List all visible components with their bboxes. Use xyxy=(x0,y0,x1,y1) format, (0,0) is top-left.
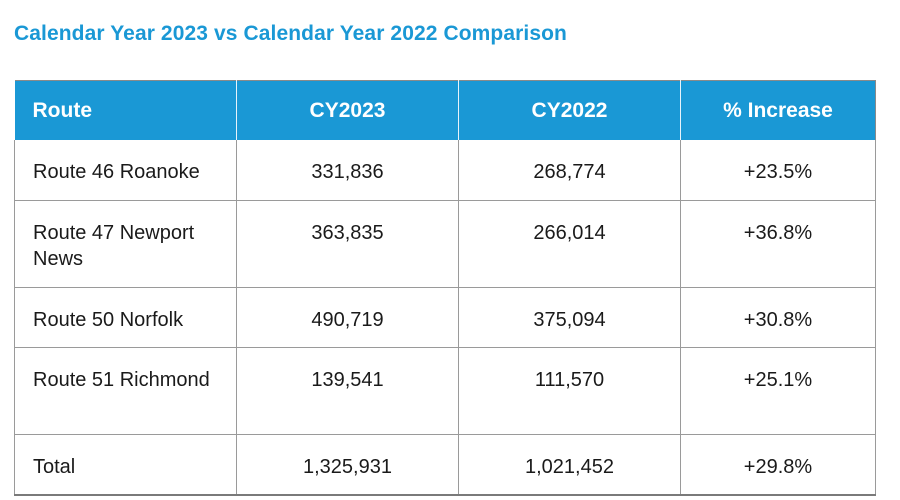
table-total-row: Total 1,325,931 1,021,452 +29.8% xyxy=(14,434,876,496)
cell-percent-increase: +36.8% xyxy=(680,200,876,288)
cell-cy2023: 1,325,931 xyxy=(236,434,459,496)
cell-cy2023: 331,836 xyxy=(236,140,459,201)
header-cy2022: CY2022 xyxy=(458,80,681,140)
table-header-row: Route CY2023 CY2022 % Increase xyxy=(14,80,876,140)
cell-cy2022: 111,570 xyxy=(458,347,681,435)
cell-percent-increase: +23.5% xyxy=(680,140,876,201)
cell-percent-increase: +29.8% xyxy=(680,434,876,496)
cell-cy2022: 266,014 xyxy=(458,200,681,288)
comparison-table: Route CY2023 CY2022 % Increase Route 46 … xyxy=(14,80,876,496)
cell-cy2023: 363,835 xyxy=(236,200,459,288)
table-row: Route 50 Norfolk 490,719 375,094 +30.8% xyxy=(14,287,876,348)
table-row: Route 51 Richmond 139,541 111,570 +25.1% xyxy=(14,347,876,435)
cell-cy2023: 490,719 xyxy=(236,287,459,348)
cell-route: Route 51 Richmond xyxy=(14,347,237,435)
cell-percent-increase: +30.8% xyxy=(680,287,876,348)
header-cy2023: CY2023 xyxy=(236,80,459,140)
cell-cy2022: 268,774 xyxy=(458,140,681,201)
cell-route: Total xyxy=(14,434,237,496)
page-title: Calendar Year 2023 vs Calendar Year 2022… xyxy=(14,22,567,45)
cell-cy2023: 139,541 xyxy=(236,347,459,435)
cell-cy2022: 375,094 xyxy=(458,287,681,348)
cell-cy2022: 1,021,452 xyxy=(458,434,681,496)
header-route: Route xyxy=(14,80,237,140)
cell-route: Route 46 Roanoke xyxy=(14,140,237,201)
cell-route: Route 50 Norfolk xyxy=(14,287,237,348)
cell-route: Route 47 Newport News xyxy=(14,200,237,288)
header-percent-increase: % Increase xyxy=(680,80,876,140)
table-row: Route 46 Roanoke 331,836 268,774 +23.5% xyxy=(14,140,876,201)
cell-percent-increase: +25.1% xyxy=(680,347,876,435)
table-row: Route 47 Newport News 363,835 266,014 +3… xyxy=(14,200,876,288)
